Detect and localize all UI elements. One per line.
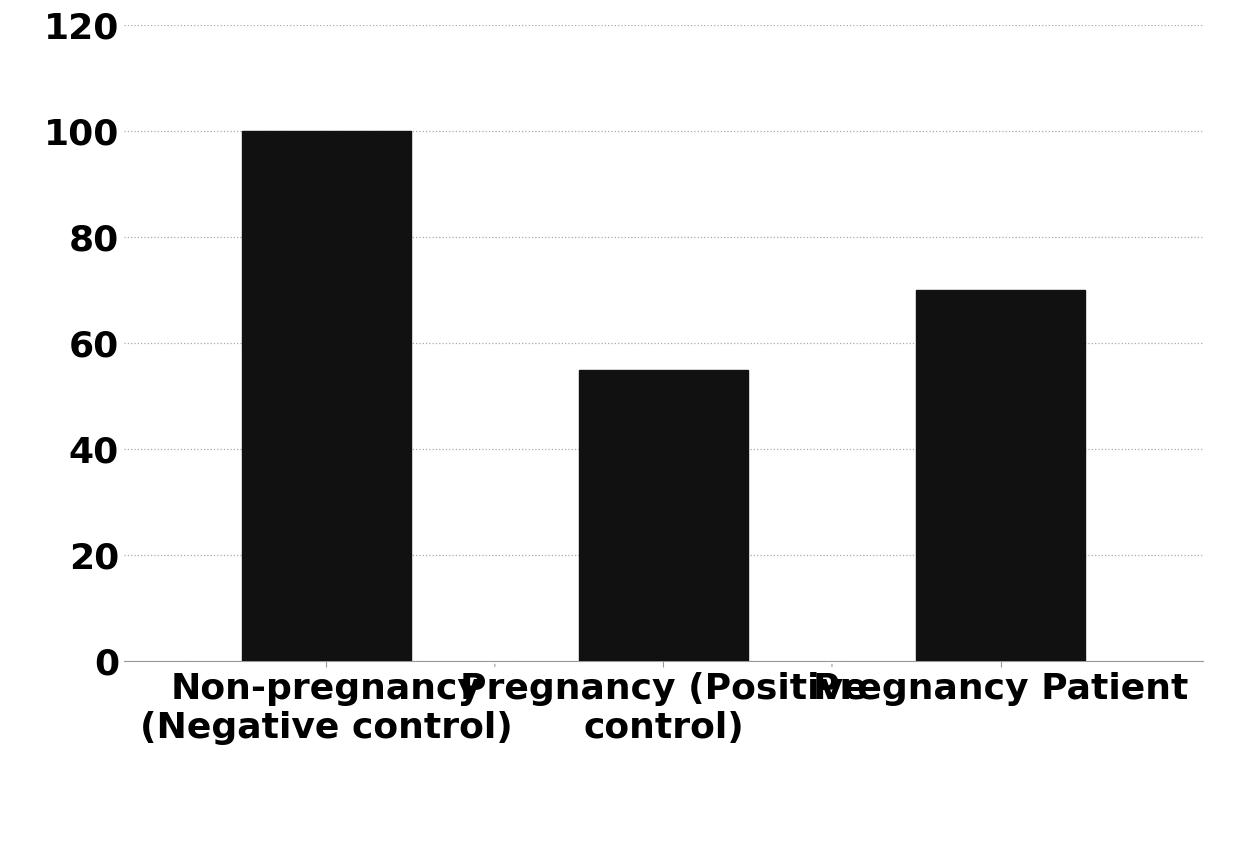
- Bar: [242, 131, 410, 661]
- Bar: [916, 291, 1085, 661]
- Bar: [579, 370, 748, 661]
